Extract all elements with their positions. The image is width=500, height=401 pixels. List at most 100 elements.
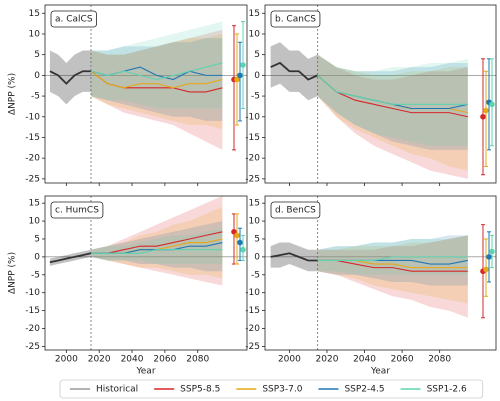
y-tick-label: 15 — [249, 199, 260, 209]
y-tick-label: -15 — [25, 306, 40, 316]
uncertainty-band — [317, 54, 468, 146]
y-tick-label: -10 — [25, 288, 40, 298]
y-tick-label: -20 — [245, 324, 260, 334]
title-box — [50, 10, 97, 28]
series-line — [90, 231, 223, 254]
series-line — [49, 252, 92, 264]
x-tick-label: 2040 — [353, 355, 376, 365]
legend-frame — [59, 379, 484, 399]
plot-area — [265, 5, 496, 183]
x-tick-label: 2020 — [88, 355, 111, 365]
end-point — [237, 72, 243, 79]
y-tick-label: -25 — [25, 342, 40, 352]
y-tick-label: -5 — [251, 270, 260, 280]
end-point — [489, 248, 495, 255]
axes-frame — [44, 4, 248, 184]
legend-label: Historical — [96, 385, 138, 395]
series-line — [317, 259, 468, 272]
y-tick-label: -20 — [25, 154, 40, 164]
uncertainty-band — [317, 54, 468, 150]
legend-label: SSP1-2.6 — [427, 385, 467, 395]
y-tick-label: -25 — [245, 342, 260, 352]
uncertainty-band — [90, 21, 223, 109]
y-tick-label: 0 — [34, 71, 40, 81]
series-line — [90, 70, 223, 89]
y-tick-label: -5 — [31, 270, 40, 280]
y-tick-label: -25 — [25, 174, 40, 184]
uncertainty-band — [317, 54, 468, 179]
y-tick-label: 5 — [254, 234, 260, 244]
series-line — [317, 74, 468, 105]
y-tick-label: 10 — [249, 29, 261, 39]
x-tick-label: 2020 — [316, 355, 339, 365]
end-point — [486, 254, 492, 260]
uncertainty-band — [49, 50, 91, 105]
title-box — [270, 201, 321, 219]
y-tick-label: -5 — [251, 92, 260, 102]
uncertainty-band — [317, 235, 468, 318]
y-tick-label: -10 — [245, 288, 260, 298]
legend-label: SSP3-7.0 — [262, 385, 302, 395]
end-point — [234, 76, 240, 83]
y-tick-label: 0 — [254, 252, 260, 262]
axes-frame — [264, 195, 497, 351]
uncertainty-band — [90, 206, 223, 279]
series-line — [49, 70, 91, 85]
end-point — [480, 113, 486, 120]
title-box — [270, 10, 321, 28]
uncertainty-band — [317, 235, 468, 275]
y-tick-label: -10 — [245, 112, 260, 122]
end-point — [489, 101, 495, 108]
x-tick-label: 2060 — [153, 355, 176, 365]
x-tick-label: 2060 — [391, 355, 414, 365]
y-tick-label: 15 — [29, 199, 40, 209]
end-point — [237, 239, 243, 246]
series-line — [317, 74, 468, 118]
end-point — [234, 232, 240, 239]
uncertainty-band — [90, 33, 223, 130]
x-tick-label: 2000 — [55, 355, 78, 365]
series-line — [270, 61, 318, 81]
y-tick-label: -5 — [31, 92, 40, 102]
title-box — [50, 201, 104, 219]
x-tick-label: 2080 — [428, 355, 451, 365]
series-line — [317, 256, 468, 262]
end-point — [240, 62, 246, 68]
panel-title: c. HumCS — [55, 206, 99, 216]
y-tick-label: -20 — [25, 324, 40, 334]
end-point — [483, 266, 489, 273]
y-tick-label: -15 — [25, 133, 40, 143]
y-tick-label: 0 — [254, 71, 260, 81]
x-axis-label: Year — [135, 367, 155, 377]
end-point — [240, 246, 246, 253]
y-tick-label: -20 — [245, 154, 260, 164]
end-point — [483, 107, 489, 114]
x-tick-label: 2080 — [186, 355, 209, 365]
y-tick-label: 5 — [34, 234, 40, 244]
y-axis-label: ΔNPP (%) — [8, 73, 18, 115]
axes-frame — [264, 4, 497, 184]
y-tick-label: -15 — [245, 306, 260, 316]
series-line — [270, 252, 318, 262]
uncertainty-band — [317, 235, 468, 304]
x-tick-label: 2000 — [278, 355, 301, 365]
axes-frame — [44, 195, 248, 351]
y-tick-label: 10 — [29, 217, 41, 227]
panel-title: b. CanCS — [275, 15, 316, 25]
uncertainty-band — [90, 29, 223, 150]
x-axis-label: Year — [370, 367, 390, 377]
y-tick-label: 10 — [29, 29, 41, 39]
series-line — [90, 249, 223, 254]
x-tick-label: 2040 — [121, 355, 144, 365]
y-tick-label: 0 — [34, 252, 40, 262]
y-tick-label: 5 — [34, 50, 40, 60]
uncertainty-band — [317, 54, 468, 171]
legend-label: SSP5-8.5 — [180, 385, 220, 395]
uncertainty-band — [270, 242, 318, 272]
legend: Historical SSP5-8.5 SSP3-7.0 SSP2-4.5 SSP1-2… — [59, 379, 484, 399]
y-tick-label: 10 — [249, 217, 261, 227]
y-tick-label: -25 — [245, 174, 260, 184]
plot-area — [45, 196, 247, 350]
panel-title: a. CalCS — [55, 15, 93, 25]
